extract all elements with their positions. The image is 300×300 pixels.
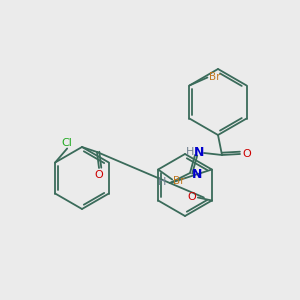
Text: Br: Br bbox=[173, 176, 185, 187]
Text: Br: Br bbox=[209, 73, 221, 82]
Text: H: H bbox=[158, 177, 166, 187]
Text: O: O bbox=[188, 191, 196, 202]
Text: O: O bbox=[242, 149, 251, 159]
Text: O: O bbox=[94, 170, 103, 180]
Text: N: N bbox=[192, 167, 202, 181]
Text: H: H bbox=[186, 147, 194, 157]
Text: N: N bbox=[194, 146, 204, 158]
Text: Cl: Cl bbox=[62, 137, 73, 148]
